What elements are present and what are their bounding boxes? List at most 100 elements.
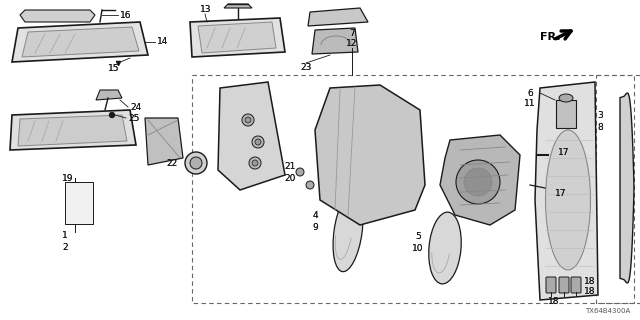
Text: 18: 18	[584, 276, 595, 285]
Polygon shape	[224, 4, 252, 8]
Text: 8: 8	[597, 123, 603, 132]
Text: 23: 23	[300, 62, 312, 71]
Text: 17: 17	[555, 188, 566, 197]
Polygon shape	[308, 8, 368, 26]
FancyBboxPatch shape	[546, 277, 556, 293]
Text: 21: 21	[285, 162, 296, 171]
Text: 1: 1	[62, 230, 68, 239]
Bar	[545, 183, 553, 193]
Text: 6: 6	[527, 89, 533, 98]
Text: 11: 11	[524, 99, 536, 108]
Text: 17: 17	[558, 148, 570, 156]
Text: 2: 2	[62, 243, 68, 252]
Text: 18: 18	[584, 286, 595, 295]
Circle shape	[185, 152, 207, 174]
Polygon shape	[22, 27, 139, 57]
Polygon shape	[10, 110, 136, 150]
Text: 18: 18	[584, 276, 595, 285]
Polygon shape	[145, 118, 183, 165]
Text: TX64B4300A: TX64B4300A	[585, 308, 630, 314]
Text: 19: 19	[62, 173, 74, 182]
Polygon shape	[440, 135, 520, 225]
Text: 18: 18	[548, 298, 559, 307]
Polygon shape	[535, 82, 598, 300]
Polygon shape	[620, 93, 634, 283]
Text: 25: 25	[128, 114, 140, 123]
Text: 10: 10	[412, 244, 424, 252]
Text: 3: 3	[597, 110, 603, 119]
Text: 11: 11	[524, 99, 536, 108]
Circle shape	[255, 139, 261, 145]
Text: 10: 10	[412, 244, 424, 252]
Text: 15: 15	[108, 63, 120, 73]
Text: 6: 6	[527, 89, 533, 98]
Text: 14: 14	[157, 36, 168, 45]
Text: 22: 22	[167, 158, 178, 167]
Text: 22: 22	[167, 158, 178, 167]
Text: 7: 7	[349, 28, 355, 37]
Polygon shape	[190, 18, 285, 57]
Text: 3: 3	[597, 110, 603, 119]
Bar	[548, 150, 556, 160]
Bar	[65, 182, 93, 224]
Circle shape	[252, 160, 258, 166]
Text: 20: 20	[285, 173, 296, 182]
Circle shape	[245, 117, 251, 123]
Text: 16: 16	[120, 11, 131, 20]
Ellipse shape	[545, 130, 591, 270]
Circle shape	[296, 168, 304, 176]
Circle shape	[464, 168, 492, 196]
Circle shape	[190, 157, 202, 169]
Text: 13: 13	[200, 4, 211, 13]
Text: 15: 15	[108, 63, 120, 73]
Text: 25: 25	[128, 114, 140, 123]
Text: 18: 18	[584, 286, 595, 295]
Text: 24: 24	[130, 102, 141, 111]
Text: 12: 12	[346, 38, 358, 47]
Polygon shape	[315, 85, 425, 225]
Text: 4: 4	[312, 211, 318, 220]
Text: 19: 19	[62, 173, 74, 182]
Bar	[596, 75, 634, 303]
Bar	[192, 75, 640, 303]
Text: 18: 18	[548, 298, 559, 307]
Polygon shape	[12, 22, 148, 62]
Circle shape	[252, 136, 264, 148]
Bar	[556, 100, 576, 128]
Text: 24: 24	[130, 102, 141, 111]
Circle shape	[109, 113, 115, 117]
Text: 8: 8	[597, 123, 603, 132]
Text: 12: 12	[346, 38, 358, 47]
FancyBboxPatch shape	[559, 277, 569, 293]
Text: 1: 1	[62, 230, 68, 239]
Polygon shape	[198, 22, 276, 53]
Text: 4: 4	[312, 211, 318, 220]
Circle shape	[249, 157, 261, 169]
Text: 21: 21	[285, 162, 296, 171]
Text: 7: 7	[349, 28, 355, 37]
Text: 5: 5	[415, 231, 421, 241]
Circle shape	[306, 181, 314, 189]
Circle shape	[456, 160, 500, 204]
Text: FR.: FR.	[540, 32, 561, 42]
Text: 17: 17	[555, 188, 566, 197]
Polygon shape	[312, 28, 358, 54]
Text: 2: 2	[62, 243, 68, 252]
Text: 9: 9	[312, 222, 318, 231]
Polygon shape	[96, 90, 122, 100]
Text: 9: 9	[312, 222, 318, 231]
Text: 17: 17	[558, 148, 570, 156]
Circle shape	[242, 114, 254, 126]
Polygon shape	[218, 82, 285, 190]
Text: 20: 20	[285, 173, 296, 182]
Text: 13: 13	[200, 4, 211, 13]
Polygon shape	[20, 10, 95, 22]
Ellipse shape	[559, 94, 573, 102]
FancyBboxPatch shape	[571, 277, 581, 293]
Text: 5: 5	[415, 231, 421, 241]
Ellipse shape	[333, 192, 363, 272]
Text: 14: 14	[157, 36, 168, 45]
Text: 16: 16	[120, 11, 131, 20]
Ellipse shape	[429, 212, 461, 284]
Text: 23: 23	[300, 62, 312, 71]
